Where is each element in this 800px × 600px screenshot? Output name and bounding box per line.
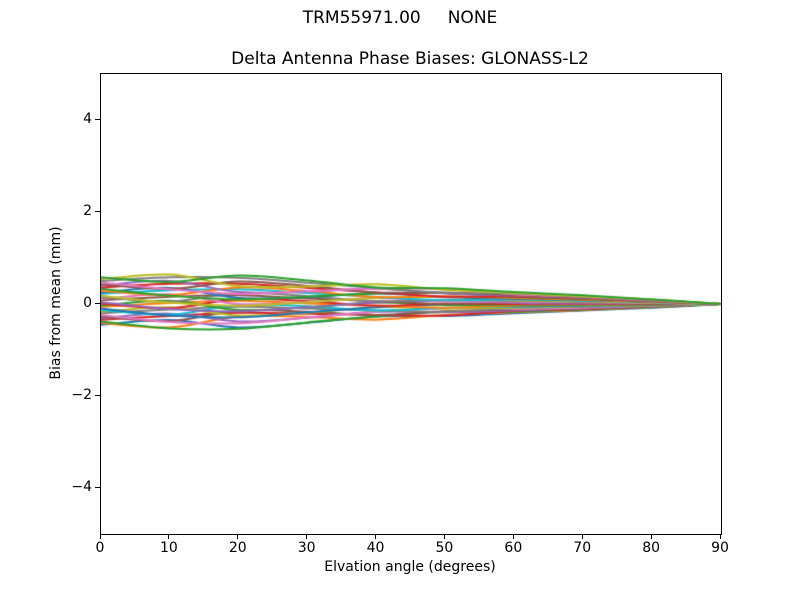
y-tick-mark bbox=[95, 302, 100, 304]
x-tick-label: 50 bbox=[435, 540, 454, 556]
figure-suptitle: TRM55971.00 NONE bbox=[302, 8, 498, 28]
x-tick-mark bbox=[375, 534, 377, 539]
x-tick-label: 70 bbox=[573, 540, 592, 556]
axes-title: Delta Antenna Phase Biases: GLONASS-L2 bbox=[231, 49, 589, 69]
x-tick-label: 10 bbox=[159, 540, 178, 556]
x-tick-label: 0 bbox=[95, 540, 105, 556]
x-tick-mark bbox=[443, 534, 445, 539]
x-tick-label: 90 bbox=[711, 540, 729, 556]
y-tick-mark bbox=[95, 210, 100, 212]
line-chart-canvas bbox=[101, 74, 721, 534]
y-tick-label: 2 bbox=[83, 203, 92, 219]
x-tick-label: 30 bbox=[297, 540, 316, 556]
x-tick-label: 80 bbox=[642, 540, 661, 556]
x-tick-mark bbox=[650, 534, 652, 539]
x-tick-mark bbox=[306, 534, 308, 539]
y-tick-mark bbox=[95, 118, 100, 120]
x-tick-mark bbox=[719, 534, 721, 539]
x-tick-mark bbox=[237, 534, 239, 539]
y-tick-mark bbox=[95, 394, 100, 396]
x-tick-label: 60 bbox=[504, 540, 523, 556]
x-tick-mark bbox=[168, 534, 170, 539]
x-tick-mark bbox=[581, 534, 583, 539]
x-tick-mark bbox=[99, 534, 101, 539]
x-tick-label: 40 bbox=[366, 540, 385, 556]
x-tick-mark bbox=[512, 534, 514, 539]
y-tick-label: 4 bbox=[83, 111, 92, 127]
y-tick-mark bbox=[95, 486, 100, 488]
y-tick-label: 0 bbox=[83, 295, 92, 311]
y-axis-label: Bias from mean (mm) bbox=[48, 226, 64, 380]
x-tick-label: 20 bbox=[228, 540, 247, 556]
y-tick-label: −2 bbox=[71, 387, 92, 403]
y-tick-label: −4 bbox=[71, 479, 92, 495]
x-axis-label: Elvation angle (degrees) bbox=[324, 559, 496, 575]
plot-area bbox=[100, 73, 722, 535]
